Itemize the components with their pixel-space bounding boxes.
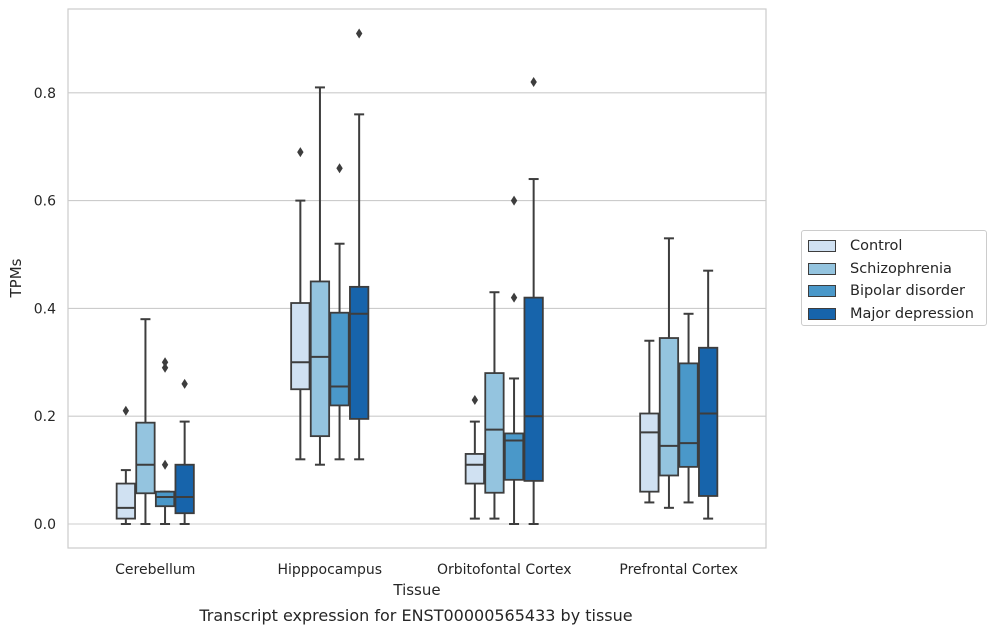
outlier-point: [181, 378, 188, 389]
box-0-1: [135, 318, 156, 525]
outlier-point: [355, 28, 363, 39]
box-3-1: [658, 237, 680, 509]
box-2-0: [464, 395, 485, 520]
x-axis-title: Tissue: [392, 581, 440, 599]
outlier-point: [471, 395, 479, 406]
box-plot-marks: [115, 28, 719, 525]
box-iqr: [523, 296, 544, 482]
box-2-3: [523, 77, 544, 525]
legend-label: Control: [850, 238, 903, 255]
box-iqr: [135, 421, 156, 495]
outlier-point: [510, 195, 518, 206]
x-tick-label-0: Cerebellum: [115, 562, 195, 578]
box-iqr: [329, 311, 350, 407]
chart-legend: Control Schizophrenia Bipolar disorder Majo…: [801, 230, 987, 326]
outlier-point: [161, 362, 169, 373]
legend-item-3: Major depression: [808, 303, 986, 326]
box-iqr: [658, 337, 680, 477]
box-iqr: [464, 453, 485, 485]
box-3-2: [678, 312, 699, 504]
outlier-point: [297, 147, 304, 158]
legend-item-2: Bipolar disorder: [808, 280, 986, 303]
legend-item-0: Control: [808, 235, 986, 258]
plot-frame: [67, 8, 767, 549]
box-0-3: [174, 378, 195, 525]
box-iqr: [484, 372, 505, 494]
x-tick-label-1: Hipppocampus: [277, 562, 382, 578]
box-0-0: [115, 405, 136, 525]
outlier-point: [122, 405, 130, 416]
legend-swatch: [808, 307, 836, 320]
legend-swatch: [808, 262, 836, 275]
y-axis-ticks: 0.0 0.2 0.4 0.6 0.8: [34, 86, 56, 533]
box-iqr: [503, 432, 525, 481]
outlier-point: [161, 357, 169, 368]
x-tick-label-2: Orbitofontal Cortex: [437, 562, 572, 578]
legend-swatch: [808, 240, 836, 253]
box-iqr: [309, 280, 331, 438]
y-tick-label-3: 0.6: [34, 194, 56, 210]
box-iqr: [349, 285, 370, 420]
box-1-2: [329, 163, 350, 461]
figure-caption: Transcript expression for ENST0000056543…: [199, 606, 633, 625]
outlier-point: [336, 163, 343, 174]
box-iqr: [115, 482, 136, 520]
outlier-point: [161, 459, 169, 470]
box-iqr: [639, 412, 660, 493]
y-tick-label-1: 0.2: [34, 409, 56, 425]
y-tick-label-2: 0.4: [34, 301, 56, 317]
legend-item-1: Schizophrenia: [808, 258, 986, 281]
legend-label: Bipolar disorder: [850, 283, 965, 300]
box-iqr: [154, 490, 176, 508]
y-tick-label-0: 0.0: [34, 517, 56, 533]
box-iqr: [698, 346, 719, 497]
box-2-2: [503, 195, 525, 525]
y-tick-label-4: 0.8: [34, 86, 56, 102]
box-3-3: [698, 269, 719, 520]
x-tick-label-3: Prefrontal Cortex: [619, 562, 738, 578]
outlier-point: [510, 292, 518, 303]
outlier-point: [530, 77, 537, 88]
box-2-1: [484, 291, 505, 520]
box-iqr: [678, 362, 699, 468]
box-iqr: [174, 463, 195, 515]
box-1-3: [349, 28, 370, 461]
legend-label: Schizophrenia: [850, 260, 952, 277]
box-3-0: [639, 339, 660, 504]
x-axis-ticks: Cerebellum Hipppocampus Orbitofontal Corte…: [115, 562, 738, 578]
box-1-0: [290, 147, 311, 461]
legend-label: Major depression: [850, 305, 974, 322]
box-0-2: [154, 357, 176, 525]
y-axis-title: TPMs: [7, 258, 25, 298]
legend-swatch: [808, 285, 836, 298]
box-iqr: [290, 302, 311, 391]
box-1-1: [309, 86, 331, 466]
